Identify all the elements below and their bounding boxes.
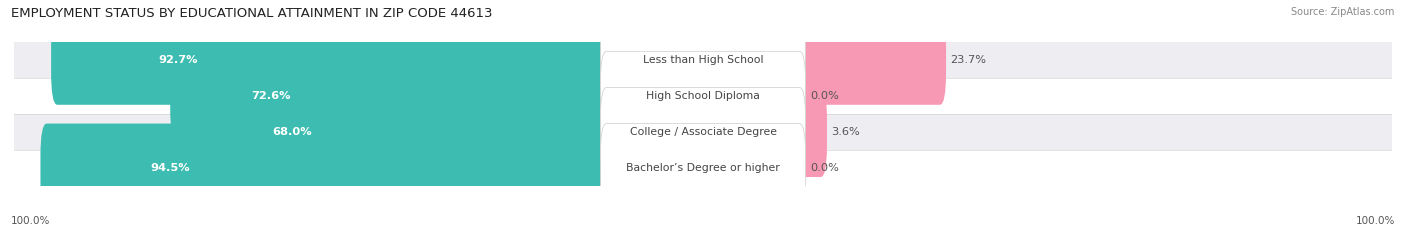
FancyBboxPatch shape <box>170 51 613 141</box>
FancyBboxPatch shape <box>41 123 613 213</box>
Bar <box>14 150 1392 186</box>
Text: 0.0%: 0.0% <box>810 91 838 101</box>
Bar <box>14 78 1392 114</box>
FancyBboxPatch shape <box>793 87 827 177</box>
Text: 72.6%: 72.6% <box>252 91 291 101</box>
Text: 94.5%: 94.5% <box>150 163 190 173</box>
Text: EMPLOYMENT STATUS BY EDUCATIONAL ATTAINMENT IN ZIP CODE 44613: EMPLOYMENT STATUS BY EDUCATIONAL ATTAINM… <box>11 7 492 20</box>
Text: High School Diploma: High School Diploma <box>647 91 759 101</box>
Text: 23.7%: 23.7% <box>950 55 986 65</box>
Text: 68.0%: 68.0% <box>273 127 312 137</box>
Text: College / Associate Degree: College / Associate Degree <box>630 127 776 137</box>
Text: 3.6%: 3.6% <box>831 127 860 137</box>
Text: Source: ZipAtlas.com: Source: ZipAtlas.com <box>1291 7 1395 17</box>
FancyBboxPatch shape <box>197 87 613 177</box>
Bar <box>14 42 1392 78</box>
FancyBboxPatch shape <box>51 15 613 105</box>
FancyBboxPatch shape <box>600 123 806 213</box>
Text: Less than High School: Less than High School <box>643 55 763 65</box>
Bar <box>14 114 1392 150</box>
FancyBboxPatch shape <box>600 87 806 177</box>
FancyBboxPatch shape <box>793 15 946 105</box>
Text: 0.0%: 0.0% <box>810 163 838 173</box>
FancyBboxPatch shape <box>600 15 806 105</box>
Text: 92.7%: 92.7% <box>159 55 198 65</box>
Text: 100.0%: 100.0% <box>1355 216 1395 226</box>
Text: 100.0%: 100.0% <box>11 216 51 226</box>
FancyBboxPatch shape <box>600 51 806 141</box>
Text: Bachelor’s Degree or higher: Bachelor’s Degree or higher <box>626 163 780 173</box>
